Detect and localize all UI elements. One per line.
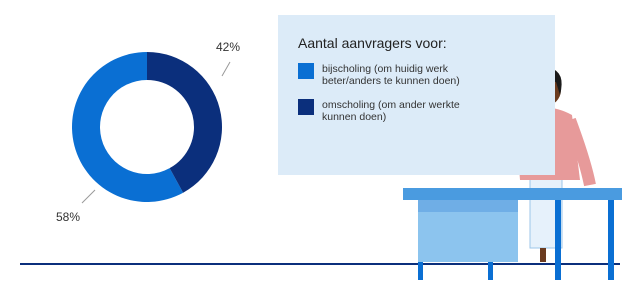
legend-swatch [298,63,314,79]
leader-line [82,190,95,203]
page: 58% 42% Aantal aanvragers voor: bijscholi… [0,0,624,284]
legend-title: Aantal aanvragers voor: [298,35,535,51]
legend-label: omscholing (om ander werkte kunnen doen) [322,99,492,123]
legend-item: bijscholing (om huidig werk beter/anders… [298,63,535,87]
value-label: 58% [56,210,80,224]
legend-swatch [298,99,314,115]
leader-line [222,62,230,76]
legend-item: omscholing (om ander werkte kunnen doen) [298,99,535,123]
legend-label: bijscholing (om huidig werk beter/anders… [322,63,492,87]
legend: Aantal aanvragers voor: bijscholing (om … [278,15,555,175]
donut-slice [147,52,222,193]
value-label: 42% [216,40,240,54]
